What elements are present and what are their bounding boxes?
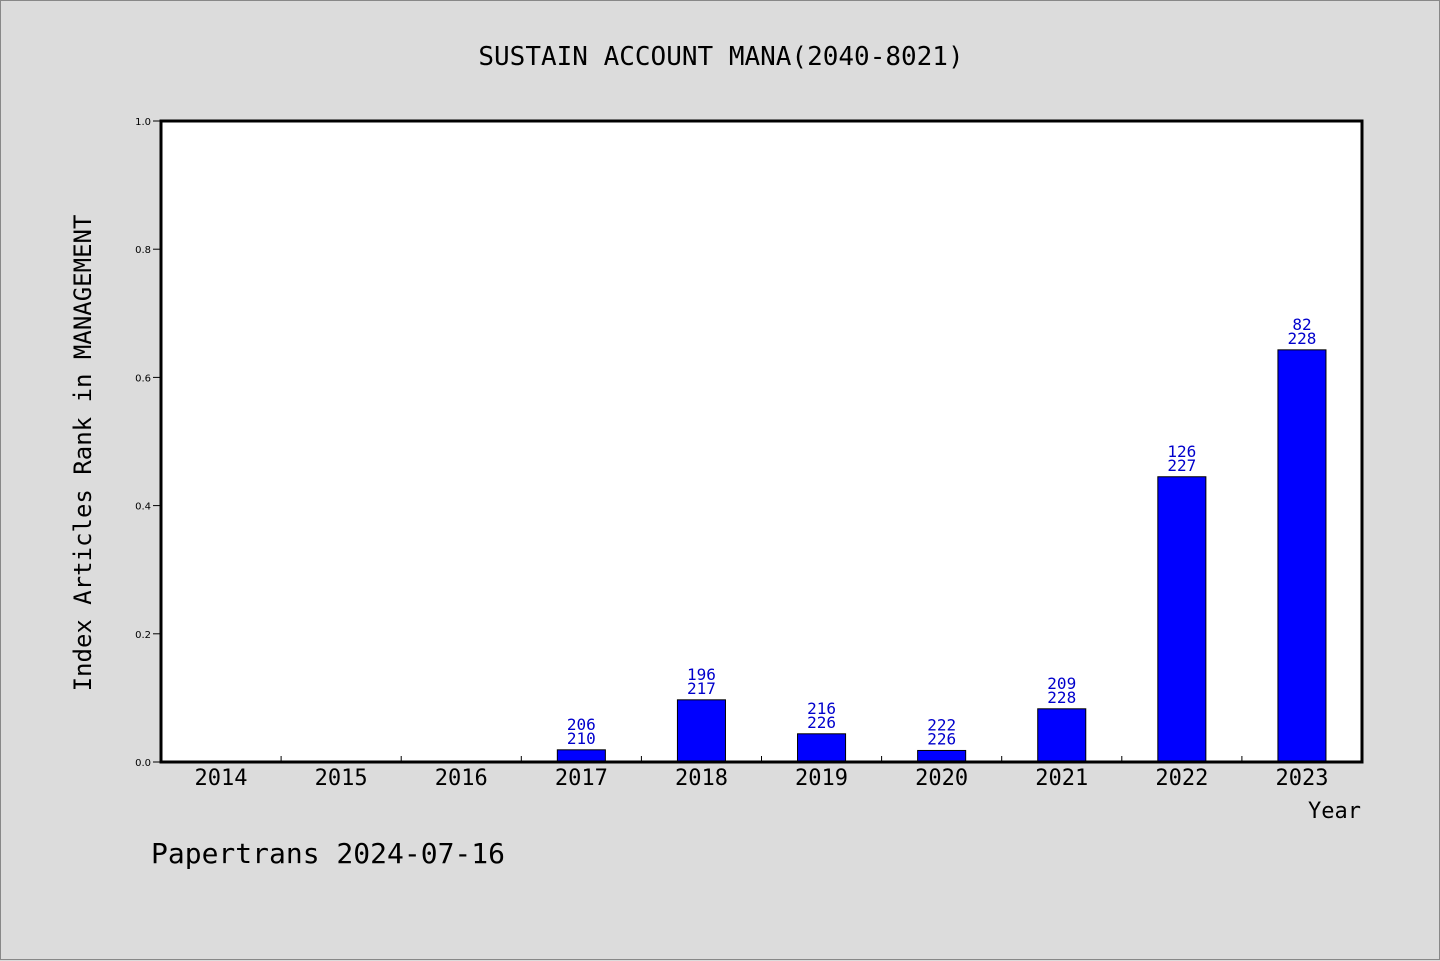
bar-2020 [917, 749, 967, 763]
x-axis-label: Year [1308, 799, 1361, 824]
bar-label-bottom-2023: 228 [1287, 329, 1316, 348]
bar-label-bottom-2020: 226 [927, 729, 956, 748]
x-tick-label: 2022 [1155, 766, 1208, 791]
bar-2023 [1277, 349, 1327, 763]
x-tick-label: 2019 [795, 766, 848, 791]
bar-2021 [1037, 708, 1087, 763]
bar-2017 [556, 749, 606, 763]
bar-2022 [1157, 476, 1207, 763]
bar-label-top-2018: 196 [687, 665, 716, 684]
bar-label-bottom-2017: 210 [567, 729, 596, 748]
bar-2018 [676, 699, 726, 763]
y-tick-label: 0.6 [135, 373, 151, 384]
y-axis-label: Index Articles Rank in MANAGEMENT [69, 215, 97, 692]
y-tick-label: 1.0 [135, 117, 151, 128]
bar-label-bottom-2018: 217 [687, 679, 716, 698]
bar-2019 [797, 733, 847, 763]
chart-title: SUSTAIN ACCOUNT MANA(2040-8021) [478, 42, 963, 72]
bar-label-top-2017: 206 [567, 715, 596, 734]
bar-label-top-2022: 126 [1167, 442, 1196, 461]
bar-label-top-2019: 216 [807, 699, 836, 718]
bar-label-top-2023: 82 [1292, 315, 1311, 334]
x-tick-label: 2023 [1275, 766, 1328, 791]
bar-label-bottom-2022: 227 [1167, 456, 1196, 475]
bar-label-bottom-2021: 228 [1047, 688, 1076, 707]
x-tick-label: 2021 [1035, 766, 1088, 791]
x-tick-label: 2017 [555, 766, 608, 791]
y-tick-label: 0.0 [135, 758, 151, 769]
x-tick-label: 2018 [675, 766, 728, 791]
bar-label-bottom-2019: 226 [807, 713, 836, 732]
y-tick-label: 0.2 [135, 630, 151, 641]
y-tick-label: 0.8 [135, 245, 151, 256]
bar-label-top-2021: 209 [1047, 674, 1076, 693]
x-tick-label: 2020 [915, 766, 968, 791]
x-tick-label: 2016 [435, 766, 488, 791]
y-tick-label: 0.4 [135, 502, 151, 513]
footer-text: Papertrans 2024-07-16 [151, 837, 505, 870]
x-tick-label: 2015 [315, 766, 368, 791]
x-tick-label: 2014 [195, 766, 248, 791]
bar-label-top-2020: 222 [927, 715, 956, 734]
